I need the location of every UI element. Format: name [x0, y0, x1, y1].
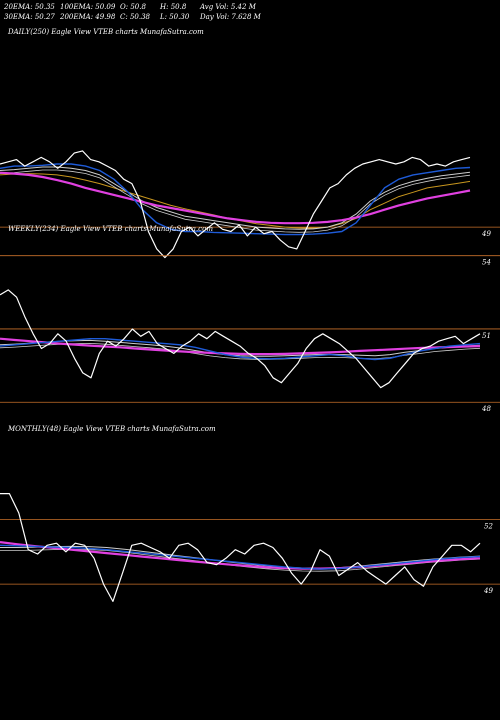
monthly-price-line	[0, 493, 481, 603]
panel-title-weekly: WEEKLY(234) Eagle View VTEB charts Munaf…	[8, 225, 213, 233]
open-label: O: 50.8	[120, 3, 146, 11]
weekly-ema_fast-line	[0, 338, 481, 361]
weekly-price-line	[0, 289, 481, 389]
high-label: H: 50.8	[160, 3, 187, 11]
avg-volume-label: Avg Vol: 5.42 M	[200, 3, 256, 11]
weekly-ema_mid-line	[0, 339, 481, 357]
close-label: C: 50.38	[120, 13, 150, 21]
monthly-ema_fast-line	[0, 544, 481, 570]
y-tick-label-weekly-0: 54	[482, 259, 491, 267]
day-volume-label: Day Vol: 7.628 M	[200, 13, 261, 21]
daily-ema_mid-line	[0, 166, 471, 230]
monthly-ema_long-line	[0, 541, 481, 570]
daily-ema_long-line	[0, 171, 471, 225]
ema200-label: 200EMA: 49.98	[60, 13, 116, 21]
y-tick-label-weekly-2: 48	[481, 405, 491, 413]
daily-ema_fast-line	[0, 163, 471, 236]
daily-ema-mid-band-line	[0, 169, 471, 233]
ema30-label: 30EMA: 50.27	[4, 13, 55, 21]
ema100-label: 100EMA: 50.09	[60, 3, 116, 11]
y-tick-label-monthly-1: 49	[483, 587, 493, 595]
low-label: L: 50.30	[160, 13, 190, 21]
panel-title-monthly: MONTHLY(48) Eagle View VTEB charts Munaf…	[7, 425, 216, 433]
y-tick-label-daily-0: 49	[481, 230, 491, 238]
y-tick-label-monthly-0: 52	[484, 522, 493, 530]
daily-price-line	[0, 150, 471, 259]
panel-title-daily: DAILY(250) Eagle View VTEB charts Munafa…	[7, 28, 204, 36]
y-tick-label-weekly-1: 51	[482, 332, 491, 340]
ema20-label: 20EMA: 50.35	[4, 3, 55, 11]
weekly-ema_long-line	[0, 337, 481, 356]
monthly-ema-mid-band-line	[0, 548, 481, 572]
